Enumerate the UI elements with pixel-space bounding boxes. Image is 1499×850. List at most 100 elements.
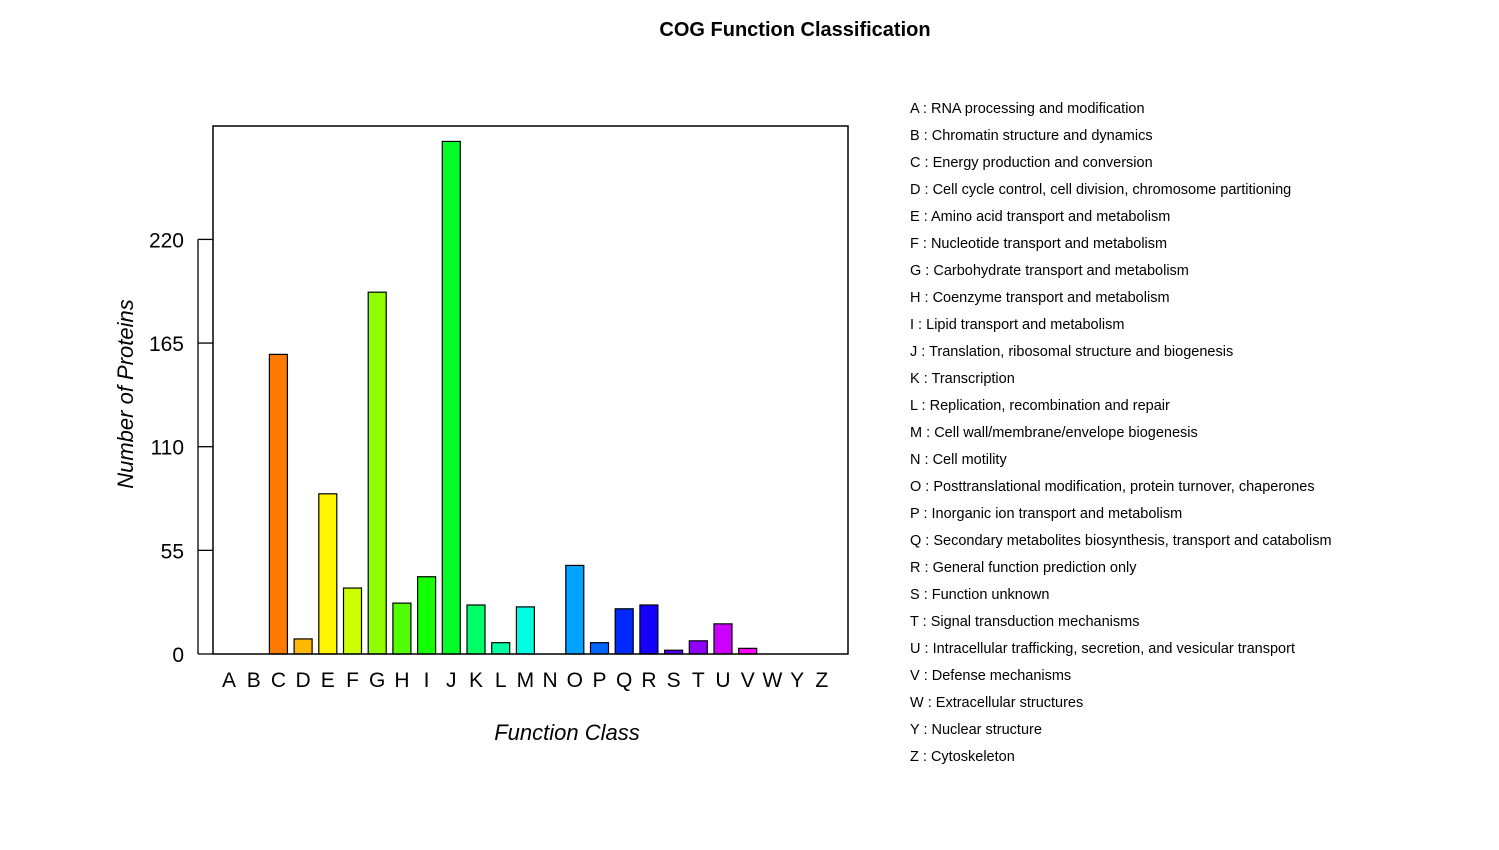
legend-code: S	[910, 587, 920, 603]
x-tick-label: G	[369, 669, 385, 692]
legend-code: V	[910, 668, 920, 684]
legend-item: P : Inorganic ion transport and metaboli…	[910, 506, 1182, 522]
legend-code: D	[910, 182, 920, 198]
legend-separator: :	[920, 641, 932, 657]
legend-label: Energy production and conversion	[933, 155, 1153, 171]
legend-code: F	[910, 236, 919, 252]
bar-L	[491, 642, 511, 655]
legend-label: Transcription	[932, 371, 1015, 387]
legend-separator: :	[919, 749, 931, 765]
legend-item: D : Cell cycle control, cell division, c…	[910, 182, 1291, 198]
legend-separator: :	[919, 506, 931, 522]
x-tick-label: C	[271, 669, 286, 692]
bar-U	[713, 623, 733, 655]
x-tick-label: B	[247, 669, 261, 692]
legend-code: G	[910, 263, 921, 279]
legend-label: Nucleotide transport and metabolism	[931, 236, 1167, 252]
legend-item: T : Signal transduction mechanisms	[910, 614, 1139, 630]
y-axis-title: Number of Proteins	[113, 299, 138, 489]
x-tick-label: S	[667, 669, 681, 692]
legend-label: Intracellular trafficking, secretion, an…	[933, 641, 1295, 657]
legend-label: Coenzyme transport and metabolism	[933, 290, 1170, 306]
legend-label: General function prediction only	[933, 560, 1138, 576]
bar-I	[417, 576, 437, 655]
legend-item: N : Cell motility	[910, 452, 1007, 468]
y-axis: 0 55 110 165 220	[149, 229, 213, 667]
y-tick-label: 55	[161, 540, 184, 563]
x-tick-label: J	[446, 669, 457, 692]
legend-label: Nuclear structure	[932, 722, 1042, 738]
legend-label: Lipid transport and metabolism	[926, 317, 1124, 333]
legend-separator: :	[920, 290, 932, 306]
x-tick-label: M	[517, 669, 535, 692]
bar-H	[392, 602, 412, 655]
legend-separator: :	[921, 533, 933, 549]
bar-G	[367, 291, 387, 655]
legend-item: M : Cell wall/membrane/envelope biogenes…	[910, 425, 1198, 441]
legend-item: B : Chromatin structure and dynamics	[910, 128, 1153, 144]
legend-code: A	[910, 101, 920, 117]
legend-label: Carbohydrate transport and metabolism	[933, 263, 1189, 279]
x-tick-label: H	[394, 669, 409, 692]
legend-code: O	[910, 479, 921, 495]
legend-code: B	[910, 128, 920, 144]
legend-item: V : Defense mechanisms	[910, 668, 1071, 684]
x-tick-label: T	[692, 669, 705, 692]
x-axis-title: Function Class	[494, 720, 640, 745]
legend-label: Extracellular structures	[936, 695, 1083, 711]
legend-item: W : Extracellular structures	[910, 695, 1083, 711]
legend-item: K : Transcription	[910, 371, 1015, 387]
legend-separator: :	[919, 236, 931, 252]
legend-item: R : General function prediction only	[910, 560, 1137, 576]
legend-label: Amino acid transport and metabolism	[931, 209, 1170, 225]
x-tick-label: U	[715, 669, 730, 692]
x-tick-label: Z	[815, 669, 828, 692]
y-tick-label: 110	[151, 437, 184, 460]
legend-code: L	[910, 398, 918, 414]
plot-frame	[212, 125, 849, 655]
legend-label: RNA processing and modification	[931, 101, 1145, 117]
legend-label: Secondary metabolites biosynthesis, tran…	[933, 533, 1331, 549]
legend-item: H : Coenzyme transport and metabolism	[910, 290, 1170, 306]
legend-label: Cell wall/membrane/envelope biogenesis	[934, 425, 1198, 441]
legend-item: S : Function unknown	[910, 587, 1049, 603]
legend-code: K	[910, 371, 920, 387]
legend: A : RNA processing and modification B : C…	[910, 101, 1332, 765]
legend-separator: :	[920, 560, 932, 576]
legend-code: E	[910, 209, 920, 225]
bar-F	[342, 587, 363, 655]
legend-code: C	[910, 155, 920, 171]
x-tick-label: Q	[616, 669, 632, 692]
x-tick-label: Y	[790, 669, 804, 692]
bars	[268, 140, 758, 655]
legend-code: J	[910, 344, 917, 360]
bar-E	[318, 493, 338, 655]
y-tick-label: 165	[149, 333, 184, 356]
bar-M	[515, 606, 536, 655]
legend-item: I : Lipid transport and metabolism	[910, 317, 1124, 333]
bar-K	[466, 604, 486, 655]
legend-item: E : Amino acid transport and metabolism	[910, 209, 1170, 225]
legend-item: A : RNA processing and modification	[910, 101, 1145, 117]
legend-item: F : Nucleotide transport and metabolism	[910, 236, 1167, 252]
legend-label: Cell cycle control, cell division, chrom…	[933, 182, 1292, 198]
legend-separator: :	[917, 344, 929, 360]
legend-code: M	[910, 425, 922, 441]
legend-separator: :	[919, 614, 931, 630]
legend-separator: :	[918, 398, 930, 414]
legend-label: Posttranslational modification, protein …	[933, 479, 1314, 495]
legend-item: G : Carbohydrate transport and metabolis…	[910, 263, 1189, 279]
legend-label: Signal transduction mechanisms	[931, 614, 1140, 630]
legend-code: Q	[910, 533, 921, 549]
legend-label: Function unknown	[932, 587, 1050, 603]
legend-separator: :	[920, 128, 932, 144]
legend-code: Y	[910, 722, 920, 738]
legend-separator: :	[920, 182, 932, 198]
legend-code: H	[910, 290, 920, 306]
legend-separator: :	[920, 209, 931, 225]
legend-item: Z : Cytoskeleton	[910, 749, 1015, 765]
legend-item: O : Posttranslational modification, prot…	[910, 479, 1315, 495]
x-tick-label: W	[762, 669, 782, 692]
